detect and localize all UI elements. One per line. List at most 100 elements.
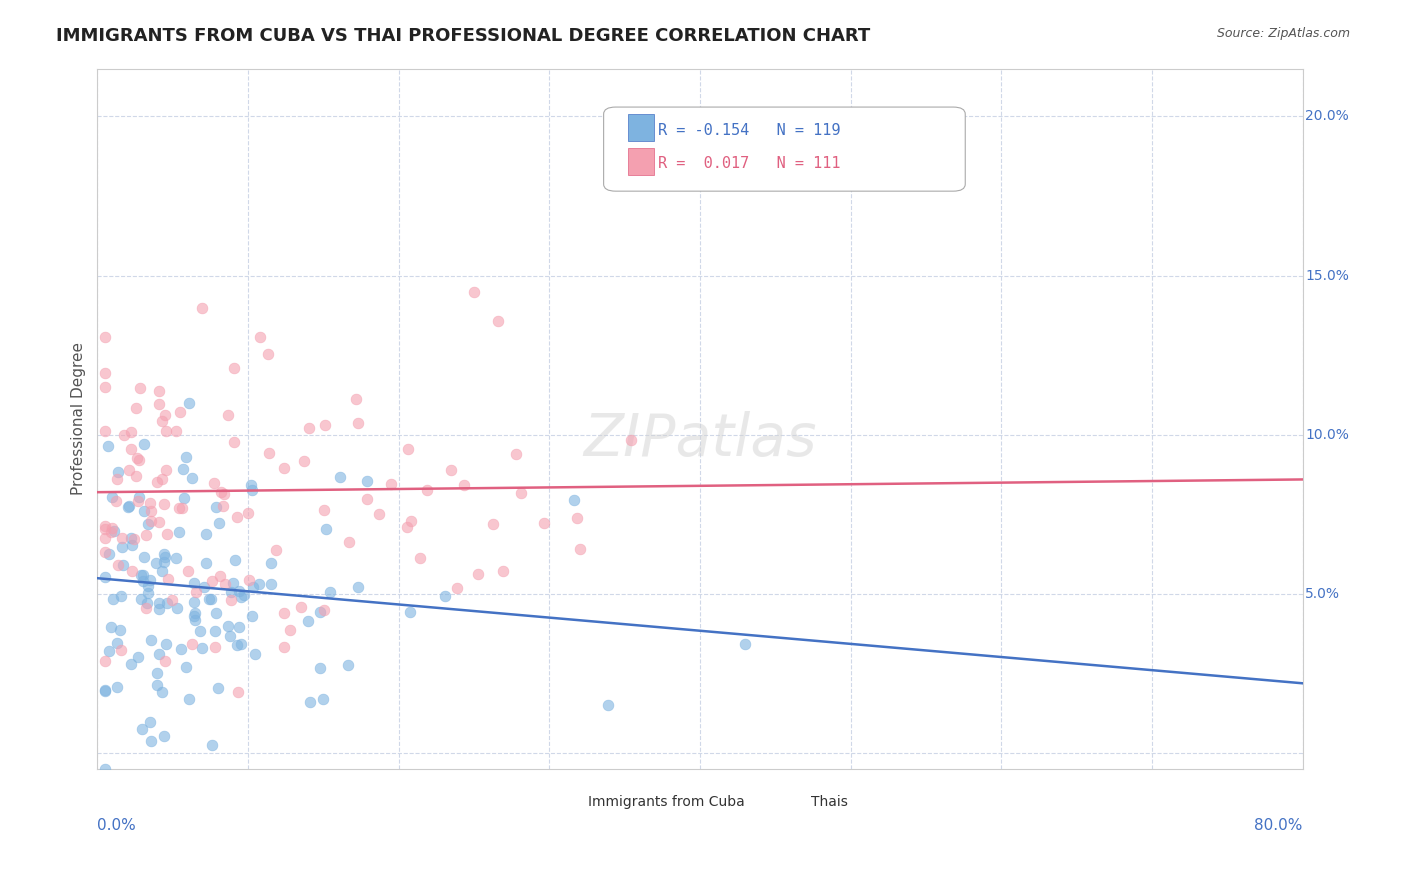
Point	[167, 501, 190, 516]
Text: R = -0.154   N = 119: R = -0.154 N = 119	[658, 123, 841, 137]
Point	[184, 607, 207, 621]
Point	[100, 619, 122, 633]
Point	[94, 570, 117, 584]
Point	[190, 640, 212, 655]
Point	[107, 558, 129, 572]
Point	[127, 649, 149, 664]
Point	[273, 640, 295, 654]
Point	[197, 591, 219, 606]
Point	[132, 567, 155, 582]
Point	[120, 425, 142, 439]
Point	[188, 624, 211, 638]
Point	[344, 392, 367, 406]
Point	[141, 632, 163, 647]
Point	[415, 483, 437, 497]
Point	[166, 601, 188, 615]
Point	[105, 680, 128, 694]
Point	[112, 427, 135, 442]
Point	[299, 695, 322, 709]
Point	[128, 452, 150, 467]
Point	[132, 574, 155, 588]
Point	[337, 535, 360, 549]
Point	[481, 516, 503, 531]
Point	[94, 424, 117, 438]
Point	[118, 463, 141, 477]
Point	[434, 589, 457, 603]
Point	[136, 586, 159, 600]
Point	[260, 556, 283, 570]
Point	[228, 620, 250, 634]
Point	[94, 518, 117, 533]
Point	[128, 490, 150, 504]
Text: 0.0%: 0.0%	[97, 818, 136, 833]
Point	[233, 588, 256, 602]
Point	[240, 483, 263, 498]
Point	[153, 408, 176, 422]
Point	[131, 722, 153, 736]
Point	[201, 574, 224, 588]
Point	[125, 401, 148, 416]
Point	[180, 637, 202, 651]
Point	[94, 654, 117, 668]
Point	[135, 528, 157, 542]
Point	[446, 581, 468, 595]
Point	[150, 414, 173, 428]
Point	[211, 499, 233, 513]
Point	[146, 475, 169, 489]
Point	[315, 522, 337, 536]
Point	[141, 504, 163, 518]
Point	[368, 508, 391, 522]
Point	[467, 567, 489, 582]
Text: 10.0%: 10.0%	[1305, 428, 1348, 442]
Point	[278, 623, 301, 637]
Point	[110, 643, 132, 657]
Point	[97, 439, 120, 453]
Point	[155, 462, 177, 476]
Point	[453, 478, 475, 492]
Point	[177, 565, 200, 579]
Point	[243, 648, 266, 662]
Point	[260, 577, 283, 591]
Point	[132, 504, 155, 518]
Point	[183, 594, 205, 608]
Point	[208, 516, 231, 530]
Point	[150, 564, 173, 578]
Point	[148, 596, 170, 610]
Text: R =  0.017   N = 111: R = 0.017 N = 111	[658, 155, 841, 170]
Point	[156, 573, 179, 587]
Point	[108, 624, 131, 638]
Point	[172, 462, 194, 476]
Point	[94, 684, 117, 698]
Point	[136, 516, 159, 531]
Point	[734, 637, 756, 651]
Point	[356, 475, 378, 489]
Y-axis label: Professional Degree: Professional Degree	[72, 343, 86, 495]
Point	[217, 408, 239, 422]
Point	[380, 476, 402, 491]
Point	[398, 605, 420, 619]
Point	[100, 524, 122, 539]
Text: 15.0%: 15.0%	[1305, 268, 1348, 283]
Point	[129, 591, 152, 606]
Point	[122, 532, 145, 546]
Point	[297, 614, 319, 628]
Point	[347, 581, 370, 595]
Point	[101, 521, 124, 535]
Point	[247, 577, 270, 591]
Point	[224, 553, 246, 567]
Point	[111, 540, 134, 554]
Point	[273, 607, 295, 621]
Point	[222, 435, 245, 450]
Point	[136, 596, 159, 610]
Point	[486, 314, 509, 328]
Point	[194, 557, 217, 571]
Point	[173, 491, 195, 505]
Point	[138, 496, 160, 510]
Point	[568, 542, 591, 557]
Point	[337, 657, 360, 672]
Point	[273, 460, 295, 475]
Point	[222, 575, 245, 590]
Point	[238, 574, 260, 588]
Point	[139, 574, 162, 588]
Point	[120, 531, 142, 545]
